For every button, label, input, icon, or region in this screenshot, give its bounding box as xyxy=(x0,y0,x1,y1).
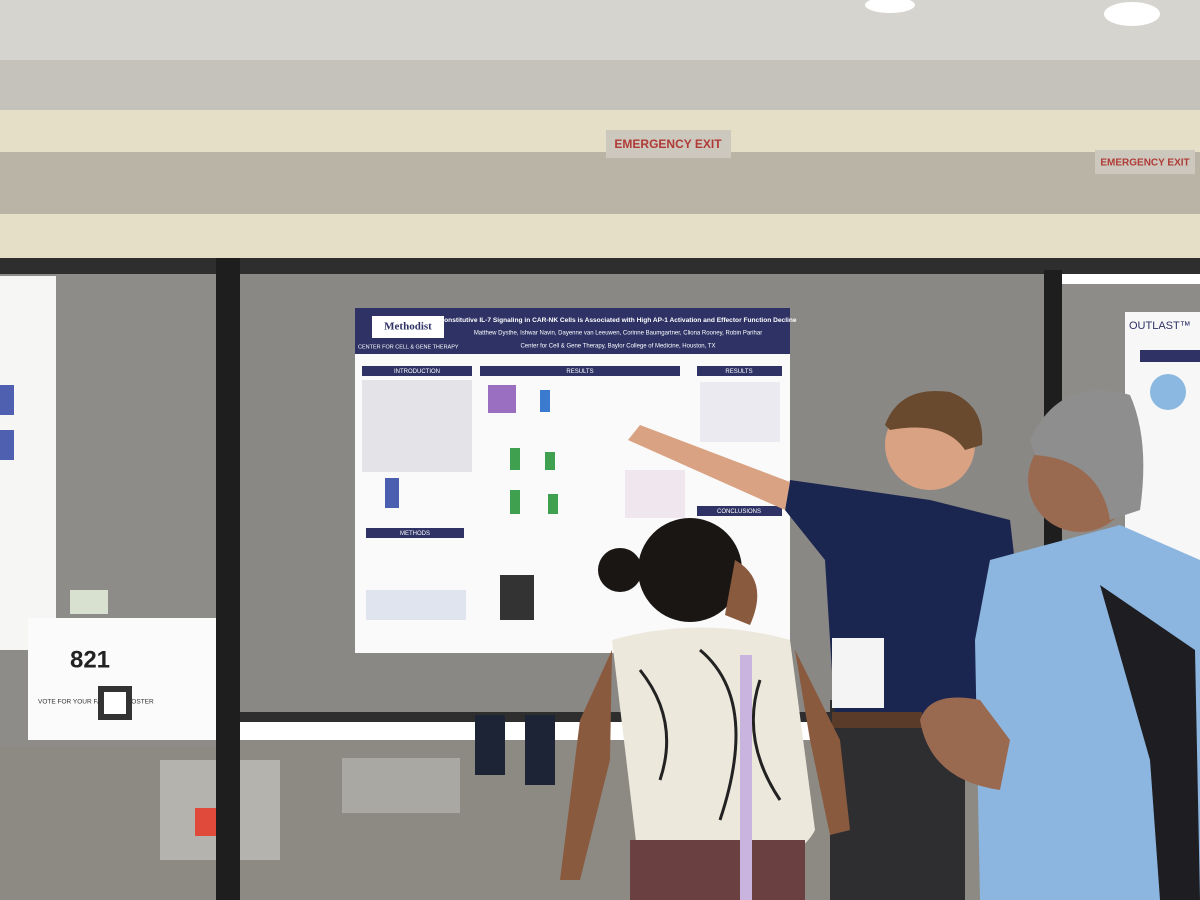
head xyxy=(638,518,742,622)
badge xyxy=(832,638,884,708)
hand xyxy=(920,697,1010,790)
section-bar xyxy=(697,366,782,376)
arm xyxy=(628,425,790,510)
section-title: RESULTS xyxy=(566,369,593,375)
section-title: RESULTS xyxy=(725,369,752,375)
hair-bun xyxy=(598,548,642,592)
poster-figure xyxy=(540,390,550,412)
bag-strap xyxy=(740,655,752,900)
right-poster-title: OUTLAST™ xyxy=(1129,320,1191,332)
floor-grate xyxy=(342,758,460,813)
section-bar xyxy=(480,366,680,376)
poster-figure xyxy=(545,452,555,470)
poster-figure xyxy=(500,575,534,620)
legs xyxy=(475,715,505,775)
left-poster xyxy=(0,276,56,650)
poster-figure xyxy=(488,385,516,413)
qr-code-inner xyxy=(104,692,126,714)
poster-text-block xyxy=(362,380,472,472)
sticker xyxy=(70,590,108,614)
section-bar xyxy=(366,528,464,538)
backpack xyxy=(1100,585,1200,900)
poster-figure xyxy=(700,382,780,442)
arm xyxy=(560,650,612,880)
wall-stripe xyxy=(0,152,1200,214)
belt xyxy=(832,712,922,728)
legs xyxy=(525,715,555,785)
light xyxy=(1104,2,1160,26)
section-title: CONCLUSIONS xyxy=(717,509,761,515)
section-bar xyxy=(362,366,472,376)
poster-number: 821 xyxy=(70,646,110,673)
ceiling-beam xyxy=(0,60,1200,110)
poster-affiliation: Center for Cell & Gene Therapy, Baylor C… xyxy=(520,344,715,350)
poster-figure xyxy=(1150,374,1186,410)
poster-figure xyxy=(625,470,685,518)
arm xyxy=(795,650,850,835)
section-bar xyxy=(1140,350,1200,362)
section-title: METHODS xyxy=(400,531,430,537)
hair xyxy=(1030,390,1144,520)
section-title: INTRODUCTION xyxy=(394,369,440,375)
vote-sign xyxy=(28,618,216,740)
vote-text: VOTE FOR YOUR FAVORITE POSTER xyxy=(38,699,154,706)
top-pattern xyxy=(638,648,782,821)
hair xyxy=(885,390,983,450)
poster-figure xyxy=(510,490,520,514)
poster-figure xyxy=(0,385,14,415)
logo-box xyxy=(372,316,444,338)
poster-authors: Matthew Dysthe, Ishwar Navin, Dayenne va… xyxy=(474,331,762,337)
poster-figure xyxy=(0,430,14,460)
top xyxy=(612,627,815,876)
poster-title: Constitutive IL-7 Signaling in CAR-NK Ce… xyxy=(439,317,797,324)
poster-figure xyxy=(510,448,520,470)
board-frame xyxy=(0,258,1200,274)
poster-figure xyxy=(548,494,558,514)
exit-sign xyxy=(1095,150,1195,174)
center-name: CENTER FOR CELL & GENE THERAPY xyxy=(358,344,459,350)
skirt xyxy=(630,840,805,900)
exit-text: EMERGENCY EXIT xyxy=(1100,158,1189,169)
logo: Methodist xyxy=(384,321,432,333)
poster-figure xyxy=(366,590,466,620)
exit-text: EMERGENCY EXIT xyxy=(614,137,722,151)
face xyxy=(725,560,758,625)
poster-figure xyxy=(385,478,399,508)
light xyxy=(865,0,915,13)
exit-sign xyxy=(606,130,731,158)
section-bar xyxy=(697,506,782,516)
post xyxy=(216,258,240,900)
